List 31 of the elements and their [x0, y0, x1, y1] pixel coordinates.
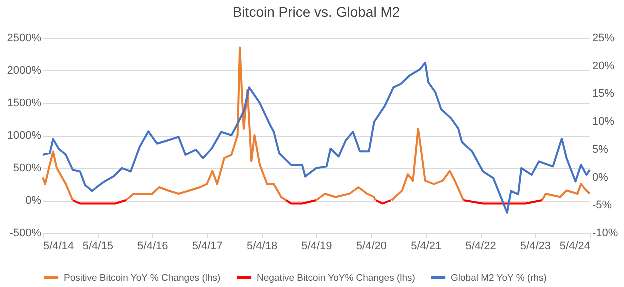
legend-label: Positive Bitcoin YoY % Changes (lhs): [64, 272, 221, 284]
y2-tick-label: -5%: [592, 200, 612, 212]
x-tick-label: 5/4/21: [411, 240, 442, 252]
x-tick-label: 5/4/20: [356, 240, 388, 252]
y-tick-label: 0%: [26, 195, 42, 207]
y-tick-label: 2000%: [7, 65, 42, 77]
x-tick-label: 5/4/17: [192, 240, 223, 252]
y2-tick-label: 0%: [592, 172, 609, 184]
y-tick-label: -500%: [10, 228, 42, 240]
chart-title: Bitcoin Price vs. Global M2: [232, 4, 400, 20]
y-tick-label: 500%: [13, 162, 42, 174]
y2-tick-label: 25%: [592, 32, 615, 44]
x-tick-label: 5/4/19: [302, 240, 332, 252]
y2-tick-label: 15%: [592, 88, 615, 100]
x-tick-label: 5/4/14: [44, 240, 74, 252]
x-tick-label: 5/4/15: [82, 240, 114, 252]
x-tick-label: 5/4/22: [466, 240, 496, 252]
y-tick-label: 1500%: [7, 98, 42, 110]
y2-tick-label: -10%: [592, 228, 618, 240]
y-tick-label: 2500%: [7, 32, 42, 44]
legend-label: Global M2 YoY % (rhs): [451, 272, 547, 284]
y2-tick-label: 5%: [592, 144, 609, 156]
legend-label: Negative Bitcoin YoY% Changes (lhs): [257, 272, 416, 284]
y-tick-label: 1000%: [7, 130, 42, 142]
x-tick-label: 5/4/16: [138, 240, 168, 252]
y2-tick-label: 20%: [592, 60, 615, 72]
y2-tick-label: 10%: [592, 116, 615, 128]
x-tick-label: 5/4/24: [560, 240, 590, 252]
line-series: [42, 62, 591, 214]
x-tick-label: 5/4/23: [520, 240, 551, 252]
x-tick-label: 5/4/18: [246, 240, 278, 252]
